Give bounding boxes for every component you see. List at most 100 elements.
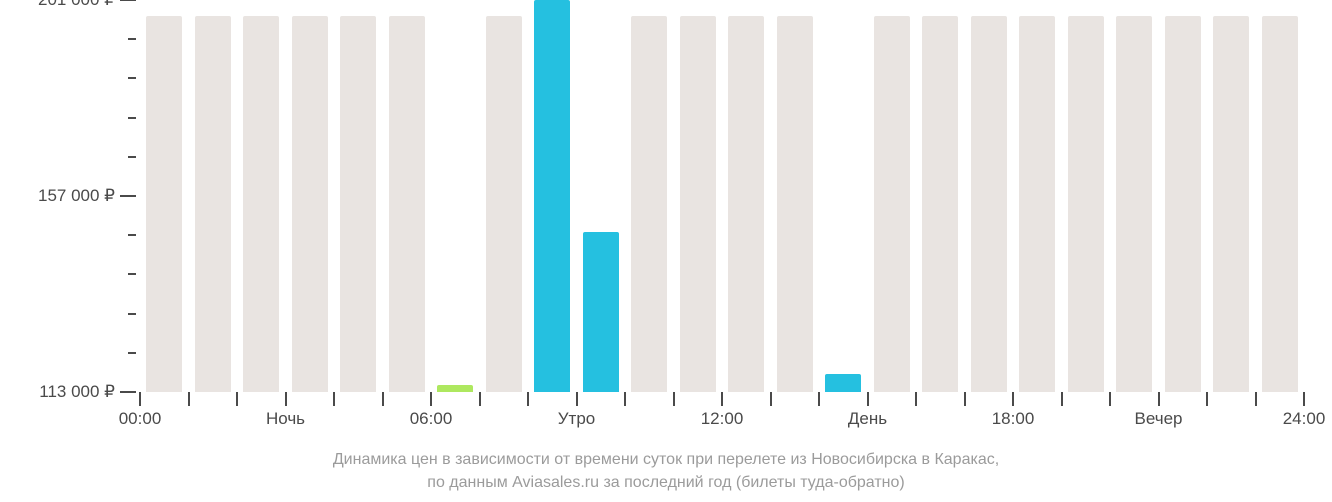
x-axis-tick xyxy=(1303,392,1305,406)
x-axis-label: Утро xyxy=(558,409,596,429)
price-bar[interactable] xyxy=(825,374,861,392)
x-axis-tick xyxy=(915,392,917,406)
x-axis-tick xyxy=(285,392,287,406)
price-by-hour-chart: 201 000 ₽ 157 000 ₽ 113 000 ₽ 00:00 Ночь 06:… xyxy=(0,0,1332,502)
x-axis-label: 24:00 xyxy=(1283,409,1326,429)
hour-slot[interactable] xyxy=(868,0,917,392)
x-axis-tick xyxy=(527,392,529,406)
placeholder-bar[interactable] xyxy=(195,16,231,392)
hour-slot[interactable] xyxy=(1207,0,1256,392)
placeholder-bar[interactable] xyxy=(389,16,425,392)
x-axis-tick xyxy=(1012,392,1014,406)
x-axis-tick xyxy=(624,392,626,406)
hour-slot[interactable] xyxy=(722,0,771,392)
x-axis-tick xyxy=(139,392,141,406)
x-axis-label: 18:00 xyxy=(992,409,1035,429)
placeholder-bar[interactable] xyxy=(1019,16,1055,392)
hour-slot[interactable] xyxy=(916,0,965,392)
placeholder-bar[interactable] xyxy=(1213,16,1249,392)
y-axis-label: 201 000 ₽ xyxy=(38,0,115,10)
caption-line-2: по данным Aviasales.ru за последний год … xyxy=(427,474,904,491)
x-axis-tick xyxy=(430,392,432,406)
hour-slot[interactable] xyxy=(431,0,480,392)
placeholder-bar[interactable] xyxy=(146,16,182,392)
hour-slot[interactable] xyxy=(334,0,383,392)
y-axis-tick-major xyxy=(120,391,136,393)
hour-slot[interactable] xyxy=(771,0,820,392)
price-bar[interactable] xyxy=(583,232,619,392)
cheapest-price-bar[interactable] xyxy=(437,385,473,392)
hour-slot[interactable] xyxy=(1159,0,1208,392)
y-axis-tick-major xyxy=(120,195,136,197)
placeholder-bar[interactable] xyxy=(680,16,716,392)
x-axis-tick xyxy=(1061,392,1063,406)
x-axis-tick xyxy=(333,392,335,406)
hour-slot[interactable] xyxy=(286,0,335,392)
x-axis-tick xyxy=(382,392,384,406)
hour-slot[interactable] xyxy=(674,0,723,392)
y-axis-tick-minor xyxy=(128,313,136,315)
hour-slot[interactable] xyxy=(577,0,626,392)
hour-slot[interactable] xyxy=(1110,0,1159,392)
x-axis-tick xyxy=(188,392,190,406)
x-axis-tick xyxy=(721,392,723,406)
y-axis-label: 157 000 ₽ xyxy=(38,186,115,206)
placeholder-bar[interactable] xyxy=(1262,16,1298,392)
x-axis-tick xyxy=(1206,392,1208,406)
placeholder-bar[interactable] xyxy=(340,16,376,392)
x-axis-label: День xyxy=(848,409,887,429)
placeholder-bar[interactable] xyxy=(243,16,279,392)
chart-caption: Динамика цен в зависимости от времени су… xyxy=(0,448,1332,494)
price-bar[interactable] xyxy=(534,0,570,392)
x-axis-tick xyxy=(1109,392,1111,406)
hour-slot[interactable] xyxy=(189,0,238,392)
x-axis-label: Вечер xyxy=(1135,409,1183,429)
y-axis-tick-minor xyxy=(128,117,136,119)
x-axis-tick xyxy=(964,392,966,406)
y-axis-tick-minor xyxy=(128,273,136,275)
hour-slot[interactable] xyxy=(140,0,189,392)
hour-slot[interactable] xyxy=(819,0,868,392)
hour-slot[interactable] xyxy=(480,0,529,392)
x-axis-tick xyxy=(479,392,481,406)
x-axis-label: Ночь xyxy=(266,409,305,429)
chart-plot-area xyxy=(140,0,1304,392)
hour-slot[interactable] xyxy=(528,0,577,392)
hour-slot[interactable] xyxy=(237,0,286,392)
x-axis-tick xyxy=(576,392,578,406)
placeholder-bar[interactable] xyxy=(631,16,667,392)
x-axis-tick xyxy=(673,392,675,406)
hour-slot[interactable] xyxy=(965,0,1014,392)
y-axis-label: 113 000 ₽ xyxy=(39,382,115,402)
hour-slot[interactable] xyxy=(383,0,432,392)
caption-line-1: Динамика цен в зависимости от времени су… xyxy=(333,451,999,468)
x-axis-label: 06:00 xyxy=(410,409,453,429)
y-axis-tick-major xyxy=(120,0,136,1)
hour-slot[interactable] xyxy=(1256,0,1305,392)
y-axis-tick-minor xyxy=(128,352,136,354)
hour-slot[interactable] xyxy=(1062,0,1111,392)
placeholder-bar[interactable] xyxy=(922,16,958,392)
placeholder-bar[interactable] xyxy=(777,16,813,392)
placeholder-bar[interactable] xyxy=(728,16,764,392)
x-axis-label: 12:00 xyxy=(701,409,744,429)
x-axis-tick xyxy=(867,392,869,406)
placeholder-bar[interactable] xyxy=(971,16,1007,392)
x-axis-tick xyxy=(1255,392,1257,406)
x-axis-tick xyxy=(770,392,772,406)
placeholder-bar[interactable] xyxy=(1068,16,1104,392)
hour-slot[interactable] xyxy=(625,0,674,392)
placeholder-bar[interactable] xyxy=(874,16,910,392)
placeholder-bar[interactable] xyxy=(1116,16,1152,392)
placeholder-bar[interactable] xyxy=(292,16,328,392)
y-axis-tick-minor xyxy=(128,38,136,40)
x-axis-tick xyxy=(1158,392,1160,406)
x-axis-tick xyxy=(818,392,820,406)
placeholder-bar[interactable] xyxy=(486,16,522,392)
x-axis-label: 00:00 xyxy=(119,409,162,429)
y-axis-tick-minor xyxy=(128,77,136,79)
y-axis-tick-minor xyxy=(128,156,136,158)
hour-slot[interactable] xyxy=(1013,0,1062,392)
placeholder-bar[interactable] xyxy=(1165,16,1201,392)
x-axis-tick xyxy=(236,392,238,406)
